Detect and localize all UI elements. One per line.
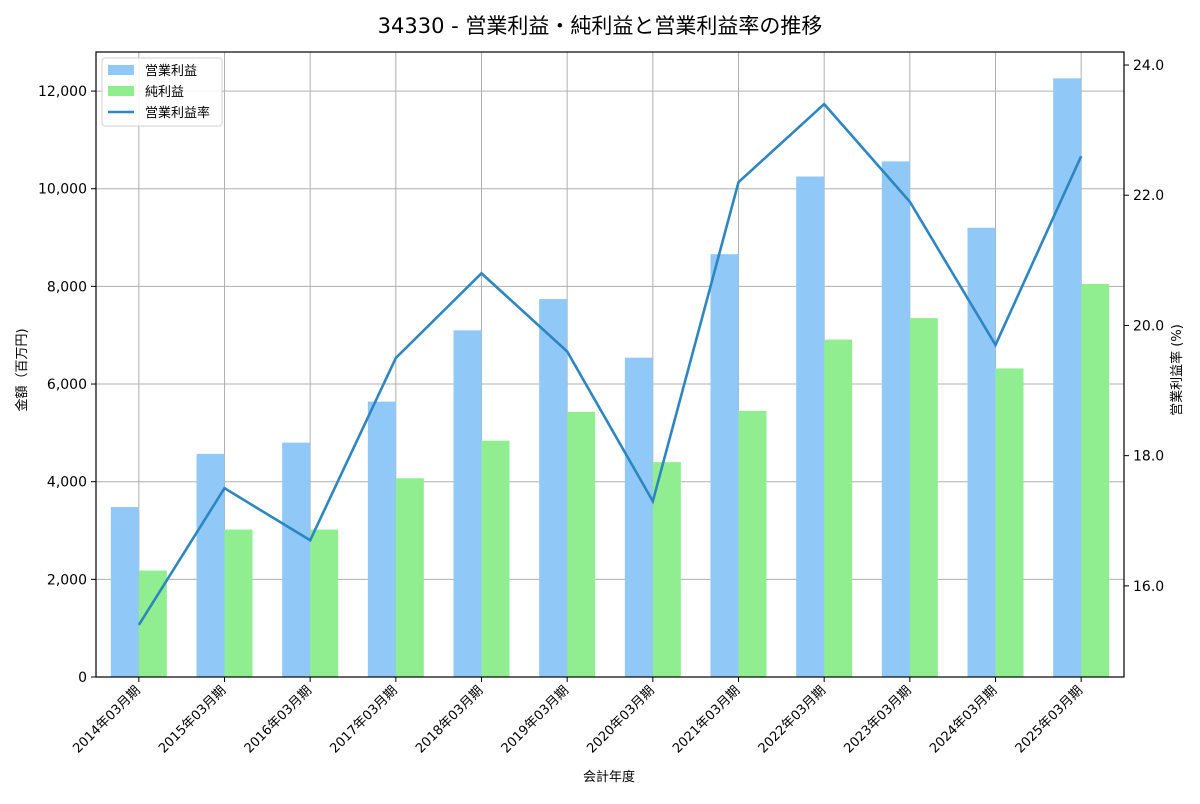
tick-label-left: 4,000 xyxy=(47,475,87,491)
tick-label-right: 20.0 xyxy=(1133,318,1164,334)
bar-operating-profit xyxy=(110,507,139,677)
y-axis-label-left: 金額（百万円) xyxy=(14,328,30,411)
chart-title: 34330 - 営業利益・純利益と営業利益率の推移 xyxy=(378,14,823,38)
tick-label-right: 22.0 xyxy=(1133,188,1164,204)
bar-operating-profit xyxy=(196,453,225,677)
tick-label-x: 2017年03月期 xyxy=(327,683,400,756)
legend-label: 純利益 xyxy=(145,85,184,100)
bar-operating-profit xyxy=(453,330,482,677)
bar-operating-profit xyxy=(796,176,825,677)
bar-net-profit xyxy=(481,440,510,677)
bar-operating-profit xyxy=(367,401,396,677)
tick-label-x: 2019年03月期 xyxy=(499,683,572,756)
tick-label-right: 18.0 xyxy=(1133,449,1164,465)
bar-operating-profit xyxy=(624,357,653,677)
tick-label-x: 2016年03月期 xyxy=(242,683,315,756)
tick-label-x: 2015年03月期 xyxy=(156,683,229,756)
legend-label: 営業利益 xyxy=(145,63,197,79)
line-operating-margin xyxy=(137,102,1083,626)
tick-label-x: 2025年03月期 xyxy=(1013,683,1086,756)
bar-net-profit xyxy=(310,529,339,677)
bar-net-profit xyxy=(824,339,853,677)
tick-label-right: 16.0 xyxy=(1133,579,1164,595)
y-axis-label-right: 営業利益率 (%) xyxy=(1169,324,1185,416)
bar-operating-profit xyxy=(710,254,739,677)
tick-label-left: 12,000 xyxy=(38,84,87,100)
bar-net-profit xyxy=(995,368,1024,677)
bar-net-profit xyxy=(567,411,596,677)
tick-label-x: 2023年03月期 xyxy=(841,683,914,756)
x-axis-label: 会計年度 xyxy=(583,769,635,785)
bar-net-profit xyxy=(1081,283,1110,677)
tick-label-x: 2018年03月期 xyxy=(413,683,486,756)
bar-net-profit xyxy=(224,529,253,677)
tick-label-left: 6,000 xyxy=(47,377,87,393)
tick-label-x: 2021年03月期 xyxy=(670,683,743,756)
bar-operating-profit xyxy=(539,299,568,677)
legend-swatch xyxy=(108,86,134,96)
tick-label-x: 2020年03月期 xyxy=(584,683,657,756)
tick-label-x: 2024年03月期 xyxy=(927,683,1000,756)
bar-net-profit xyxy=(652,462,681,677)
tick-label-left: 10,000 xyxy=(38,182,87,198)
bar-net-profit xyxy=(909,318,938,677)
tick-label-left: 8,000 xyxy=(47,279,87,295)
tick-label-right: 24.0 xyxy=(1133,58,1164,74)
bar-net-profit xyxy=(738,410,767,677)
bar-operating-profit xyxy=(967,227,996,677)
bar-operating-profit xyxy=(881,161,910,677)
legend-label: 営業利益率 xyxy=(145,105,210,121)
tick-label-left: 0 xyxy=(78,670,87,686)
tick-label-x: 2014年03月期 xyxy=(70,683,143,756)
bar-operating-profit xyxy=(1053,78,1082,677)
legend-swatch xyxy=(108,65,134,75)
tick-label-left: 2,000 xyxy=(47,572,87,588)
bar-net-profit xyxy=(395,478,424,677)
plot-frame xyxy=(95,51,1125,678)
tick-label-x: 2022年03月期 xyxy=(756,683,829,756)
bar-operating-profit xyxy=(282,442,311,677)
